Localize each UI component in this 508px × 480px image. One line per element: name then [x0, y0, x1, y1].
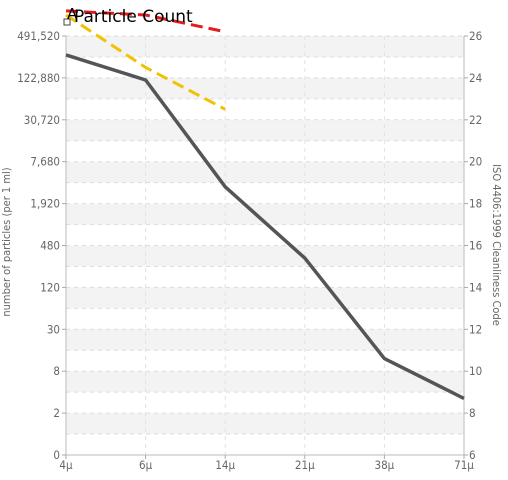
series-line-1	[65, 53, 465, 400]
left-tick-label: 491,520	[17, 29, 60, 43]
plot-band	[66, 287, 464, 309]
right-tick-label: 24	[469, 71, 482, 85]
legend-fragment: A	[67, 5, 78, 23]
x-tick-label: 38μ	[375, 458, 395, 472]
right-tick-label: 6	[469, 448, 476, 462]
left-tick-label: 2	[53, 406, 60, 420]
right-tick-label: 16	[469, 239, 482, 253]
right-axis-title: ISO 4406:1999 Cleanliness Code	[490, 164, 503, 326]
right-tick-label: 20	[469, 155, 482, 169]
legend-marker	[63, 18, 71, 26]
data-series	[65, 9, 465, 400]
legend: A	[63, 5, 78, 26]
plot-band	[66, 371, 464, 393]
plot-band	[66, 77, 464, 99]
right-tick-label: 10	[469, 364, 482, 378]
left-tick-label: 1,920	[30, 197, 60, 211]
x-tick-label: 14μ	[215, 458, 235, 472]
left-tick-label: 8	[53, 364, 60, 378]
right-tick-label: 22	[469, 113, 482, 127]
series-line-2	[65, 13, 226, 111]
plot-band	[66, 203, 464, 225]
left-axis-title: number of particles (per 1 ml)	[0, 167, 13, 316]
left-tick-label: 120	[40, 280, 60, 294]
x-axis-ticks: 4μ 6μ 14μ 21μ 38μ 71μ	[59, 455, 474, 472]
grid-lines	[66, 35, 464, 456]
left-tick-label: 7,680	[30, 155, 60, 169]
plot-band	[66, 413, 464, 435]
x-tick-label: 71μ	[454, 458, 474, 472]
left-tick-label: 480	[40, 239, 60, 253]
right-tick-label: 12	[469, 322, 482, 336]
series-line-3	[65, 9, 226, 34]
plot-band	[66, 245, 464, 267]
left-tick-label: 30	[47, 322, 60, 336]
left-tick-label: 122,880	[17, 71, 60, 85]
right-tick-label: 14	[469, 280, 482, 294]
x-tick-label: 21μ	[295, 458, 315, 472]
right-axis-ticks: 6 8 10 12 14 16 18 20 22 24 26	[464, 29, 482, 462]
chart-title: Particle Count	[74, 7, 193, 27]
plot-band	[66, 161, 464, 183]
plot-band	[66, 36, 464, 57]
plot-band	[66, 329, 464, 351]
x-tick-label: 6μ	[139, 458, 153, 472]
x-tick-label: 4μ	[59, 458, 73, 472]
right-tick-label: 26	[469, 29, 482, 43]
plot-band	[66, 119, 464, 141]
plot-bands	[66, 36, 464, 435]
right-tick-label: 8	[469, 406, 476, 420]
left-tick-label: 30,720	[24, 113, 60, 127]
left-axis-ticks: 0 2 8 30 120 480 1,920 7,680 30,720 122,880 491,52…	[17, 29, 66, 462]
right-tick-label: 18	[469, 197, 482, 211]
left-tick-label: 0	[53, 448, 60, 462]
